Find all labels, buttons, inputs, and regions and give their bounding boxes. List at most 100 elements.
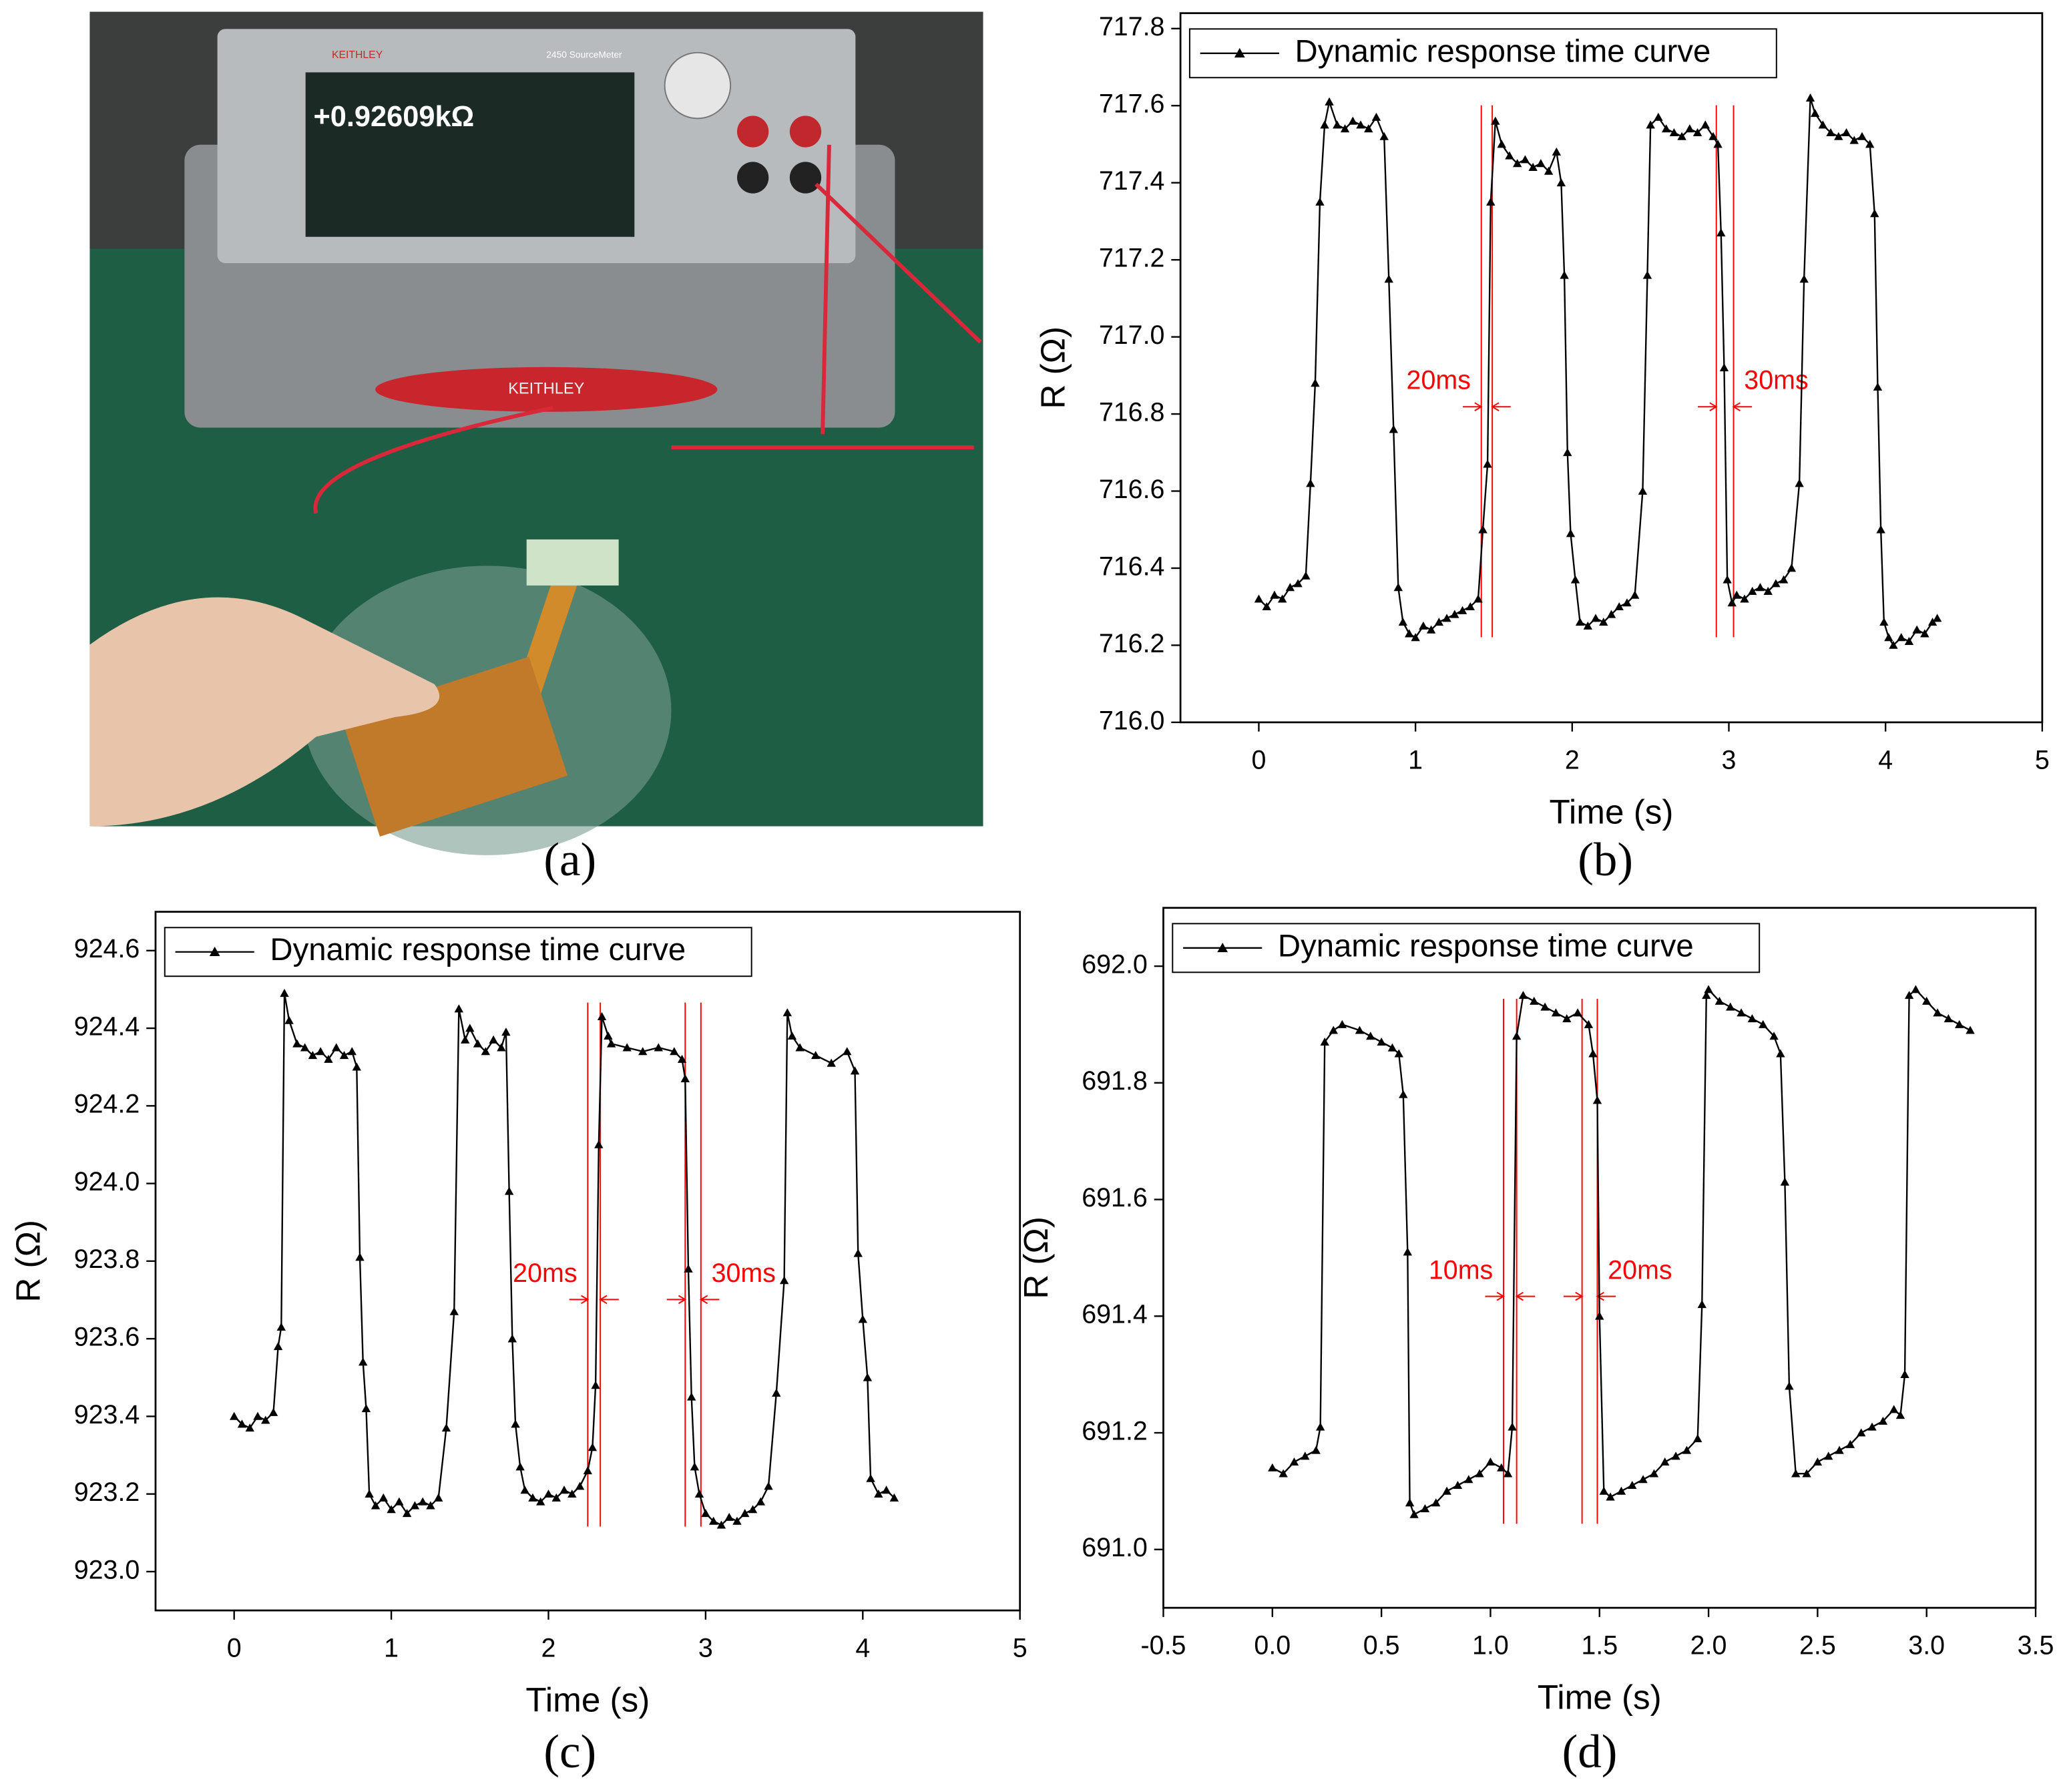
data-point bbox=[371, 1501, 381, 1510]
data-point bbox=[1717, 228, 1726, 237]
data-point bbox=[1419, 621, 1428, 630]
data-point bbox=[594, 1140, 604, 1148]
data-point bbox=[347, 1047, 357, 1056]
data-point bbox=[1575, 618, 1585, 626]
data-point bbox=[1900, 1369, 1909, 1379]
y-tick-label: 716.0 bbox=[1099, 706, 1165, 735]
x-axis-label: Time (s) bbox=[1550, 793, 1674, 831]
data-point bbox=[441, 1423, 451, 1432]
data-point bbox=[677, 1054, 687, 1063]
data-point bbox=[1591, 614, 1600, 622]
data-point bbox=[1642, 270, 1652, 279]
y-tick-label: 716.8 bbox=[1099, 397, 1165, 427]
x-tick-label: 5 bbox=[2035, 745, 2050, 774]
terminal bbox=[789, 162, 822, 194]
data-point bbox=[1737, 1008, 1746, 1017]
data-point bbox=[1649, 1469, 1659, 1478]
data-point bbox=[1311, 1445, 1321, 1454]
x-tick-label: 1.0 bbox=[1472, 1631, 1509, 1660]
data-point bbox=[604, 1031, 613, 1040]
data-point bbox=[1616, 1486, 1626, 1495]
y-tick-label: 716.4 bbox=[1099, 551, 1165, 581]
data-point bbox=[1660, 1458, 1670, 1466]
data-point bbox=[748, 1505, 758, 1514]
data-point bbox=[379, 1493, 389, 1502]
data-point bbox=[559, 1486, 569, 1494]
connector bbox=[526, 539, 619, 586]
data-point bbox=[701, 1509, 710, 1518]
data-point bbox=[588, 1443, 598, 1451]
legend-marker bbox=[1217, 942, 1228, 953]
data-point bbox=[1826, 128, 1835, 137]
data-point bbox=[1403, 1247, 1413, 1256]
y-tick-label: 923.8 bbox=[74, 1245, 140, 1274]
data-point bbox=[1411, 633, 1420, 642]
data-point bbox=[1289, 1458, 1299, 1466]
data-point bbox=[606, 1039, 616, 1048]
data-point bbox=[597, 1012, 607, 1020]
data-point bbox=[501, 1028, 511, 1036]
annotation-arrow bbox=[1596, 1291, 1616, 1301]
legend-marker bbox=[209, 946, 220, 957]
data-point bbox=[1904, 636, 1914, 646]
data-point bbox=[1536, 159, 1546, 168]
data-point bbox=[355, 1253, 365, 1261]
data-point bbox=[1592, 1096, 1602, 1104]
data-point bbox=[1865, 140, 1875, 148]
data-point bbox=[276, 1322, 286, 1331]
annotation-arrow bbox=[569, 1295, 590, 1305]
data-point bbox=[402, 1509, 412, 1518]
data-point bbox=[1922, 996, 1931, 1005]
data-point bbox=[1584, 1020, 1594, 1028]
data-point bbox=[1505, 151, 1514, 160]
data-point bbox=[724, 1512, 734, 1521]
data-point bbox=[1896, 633, 1906, 642]
data-point bbox=[1333, 120, 1342, 129]
data-point bbox=[1279, 1469, 1288, 1478]
data-point bbox=[1442, 614, 1451, 622]
data-point bbox=[1810, 109, 1820, 118]
data-point bbox=[1671, 1451, 1680, 1460]
data-point bbox=[1405, 629, 1414, 638]
wires bbox=[313, 144, 982, 514]
photo: KEITHLEY 2450 SourceMeter +0.92609kΩ KEI… bbox=[89, 11, 983, 855]
data-point bbox=[229, 1411, 239, 1420]
data-point bbox=[1911, 985, 1921, 993]
data-point bbox=[1301, 571, 1311, 580]
data-point bbox=[1552, 147, 1562, 156]
data-point bbox=[339, 1051, 349, 1060]
data-point bbox=[1384, 274, 1393, 283]
data-point bbox=[1268, 1463, 1277, 1472]
annotation-arrow bbox=[1491, 402, 1511, 411]
annotation-arrow bbox=[1564, 1291, 1584, 1301]
data-point bbox=[1556, 178, 1566, 187]
data-point bbox=[1399, 1090, 1408, 1098]
data-point bbox=[1366, 1032, 1375, 1040]
legend-box bbox=[164, 927, 752, 977]
data-point bbox=[772, 1388, 781, 1397]
data-point bbox=[489, 1035, 498, 1044]
y-tick-label: 717.4 bbox=[1099, 166, 1165, 196]
data-point bbox=[1453, 1480, 1463, 1490]
data-point bbox=[1254, 594, 1264, 603]
data-point bbox=[779, 1276, 789, 1285]
data-point bbox=[1512, 1032, 1522, 1040]
data-point bbox=[1933, 1008, 1942, 1017]
data-point bbox=[1306, 479, 1315, 487]
data-point bbox=[1311, 379, 1320, 387]
data-point bbox=[687, 1392, 696, 1401]
data-point bbox=[1776, 1049, 1785, 1058]
data-point bbox=[1873, 382, 1883, 391]
data-point bbox=[426, 1501, 435, 1510]
annotation-label: 30ms bbox=[1744, 365, 1808, 395]
y-tick-label: 691.2 bbox=[1082, 1416, 1148, 1445]
data-point bbox=[1315, 197, 1325, 206]
data-point bbox=[1491, 116, 1500, 125]
legend-label: Dynamic response time curve bbox=[1278, 928, 1694, 963]
data-point bbox=[536, 1497, 545, 1506]
data-point bbox=[1377, 1037, 1386, 1046]
data-point bbox=[1315, 1422, 1325, 1431]
data-point bbox=[1356, 120, 1365, 129]
data-point bbox=[1320, 1037, 1329, 1046]
